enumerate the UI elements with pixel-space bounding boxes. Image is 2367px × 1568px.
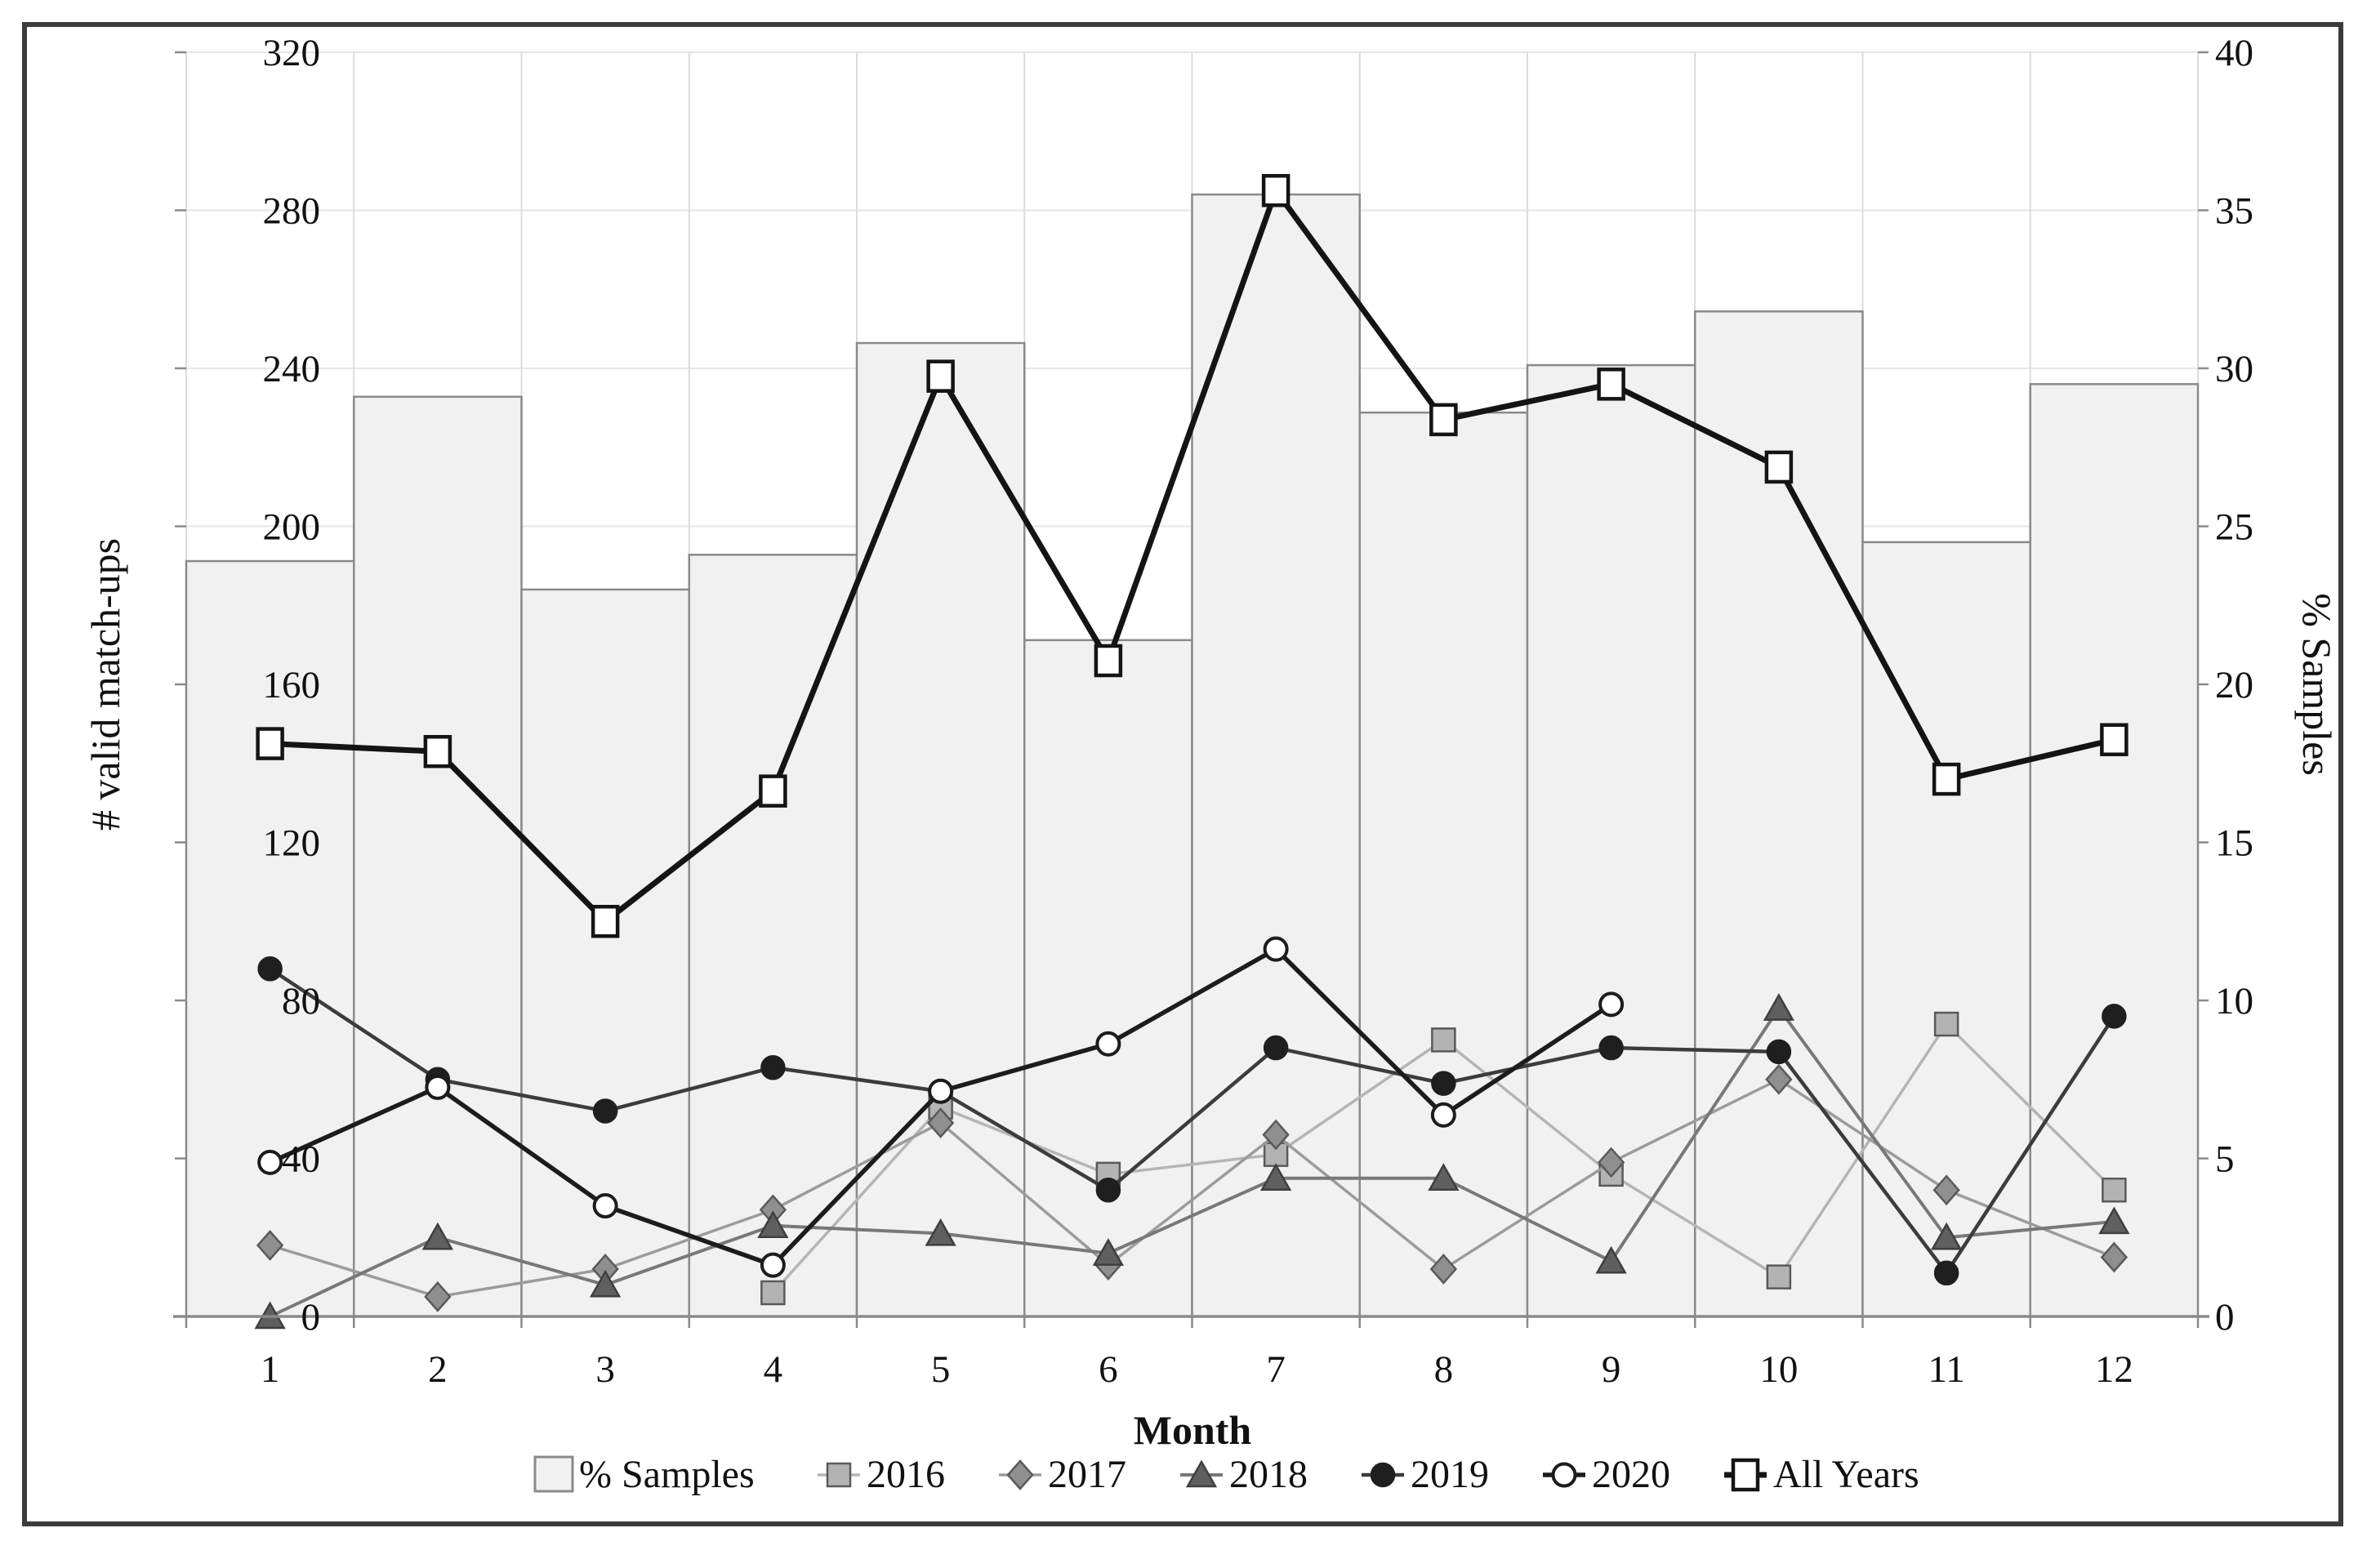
bar-month-2 [353,395,523,1318]
legend-item-2020: 2020 [1543,1453,1670,1496]
month-tick-6: 6 [1099,1348,1118,1391]
month-tick-9: 9 [1602,1348,1621,1391]
legend-item-all-years: All Years [1724,1453,1919,1496]
legend-item-2019: 2019 [1362,1453,1489,1496]
line-series-all-years [256,174,2129,938]
legend-label-2018: 2018 [1229,1453,1308,1496]
figure-border [22,22,2343,1526]
legend-item-2018: 2018 [1180,1453,1308,1496]
month-tick-5: 5 [931,1348,951,1391]
bar-month-1 [185,559,355,1318]
month-tick-11: 11 [1928,1348,1964,1391]
legend: % Samples 2016 2017 2018 2019 2020 All Years [533,1453,1919,1496]
legend-label-2016: 2016 [867,1453,945,1496]
month-tick-12: 12 [2095,1348,2133,1391]
right-tick-35: 35 [2215,190,2253,233]
month-tick-2: 2 [428,1348,448,1391]
month-tick-7: 7 [1266,1348,1286,1391]
line-series-2020 [257,936,1625,1278]
legend-label-2020: 2020 [1592,1453,1670,1496]
legend-label-2017: 2017 [1048,1453,1126,1496]
bar-month-5 [855,341,1026,1318]
month-tick-1: 1 [261,1348,280,1391]
month-tick-4: 4 [764,1348,783,1391]
legend-swatch-percent-samples [533,1455,574,1493]
right-tick-30: 30 [2215,348,2253,390]
legend-item-2017: 2017 [999,1453,1126,1496]
left-tick-240: 240 [263,348,321,390]
month-tick-8: 8 [1434,1348,1454,1391]
legend-item-2016: 2016 [818,1453,945,1496]
line-series-2016 [760,1011,2127,1306]
bar-series-percent-samples [185,193,2200,1318]
legend-label-2019: 2019 [1411,1453,1489,1496]
month-tick-3: 3 [595,1348,615,1391]
right-tick-20: 20 [2215,664,2253,706]
left-tick-280: 280 [263,190,321,233]
left-tick-80: 80 [282,980,320,1022]
legend-label-percent-samples: % Samples [579,1453,755,1496]
line-series-2018 [254,993,2130,1330]
month-tick-10: 10 [1759,1348,1798,1391]
left-tick-0: 0 [301,1296,321,1339]
right-tick-5: 5 [2215,1138,2235,1181]
left-tick-200: 200 [263,506,321,549]
left-axis-title: # valid match-ups [82,538,128,831]
legend-label-all-years: All Years [1773,1453,1919,1496]
right-tick-15: 15 [2215,822,2253,865]
bar-month-12 [2029,383,2200,1318]
axes [173,51,2209,1328]
left-tick-120: 120 [263,822,321,865]
right-axis-title: % Samples [2294,593,2340,776]
right-tick-40: 40 [2215,32,2253,74]
x-axis-title: Month [1134,1407,1252,1453]
left-tick-320: 320 [263,32,321,74]
tick-labels: 0408012016020024028032005101520253035401… [261,32,2253,1391]
right-tick-25: 25 [2215,506,2253,549]
bar-month-4 [688,554,858,1318]
left-tick-160: 160 [263,664,321,706]
right-tick-0: 0 [2215,1296,2235,1339]
right-tick-10: 10 [2215,980,2253,1022]
left-tick-40: 40 [282,1138,320,1181]
